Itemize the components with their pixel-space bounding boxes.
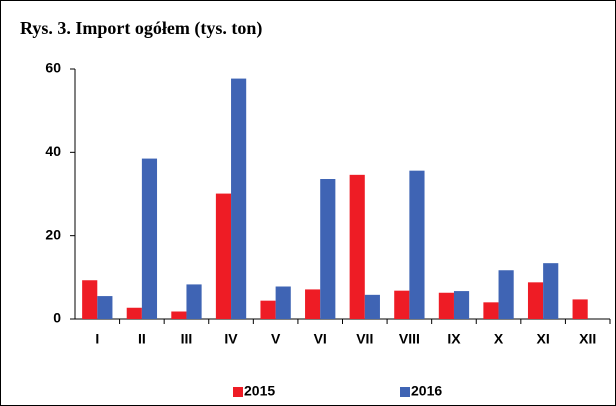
bar [171, 311, 187, 319]
x-tick-label: VII [356, 331, 373, 347]
bar [231, 78, 247, 319]
bar [186, 284, 202, 319]
bar [394, 290, 410, 319]
bar [349, 174, 365, 319]
bar [275, 286, 291, 319]
bar [97, 296, 113, 319]
chart-title: Rys. 3. Import ogółem (tys. ton) [20, 18, 262, 39]
bar [498, 270, 514, 319]
y-tick-label: 20 [45, 226, 61, 242]
bar [320, 179, 336, 319]
bar [364, 294, 380, 319]
bar [260, 300, 276, 319]
y-tick-label: 40 [45, 143, 61, 159]
x-tick-label: XII [579, 331, 596, 347]
legend-swatch [233, 387, 243, 397]
bar [215, 193, 232, 319]
x-tick-label: I [95, 331, 99, 347]
bar [572, 299, 588, 319]
x-tick-label: IV [224, 331, 238, 347]
legend-label: 2016 [411, 383, 442, 399]
bar [453, 291, 470, 319]
bar [409, 170, 425, 319]
x-tick-label: XI [537, 331, 550, 347]
bar [82, 280, 98, 319]
x-tick-label: VIII [399, 331, 420, 347]
x-tick-label: V [271, 331, 281, 347]
x-tick-label: IX [447, 331, 461, 347]
bar [438, 292, 454, 319]
legend-label: 2015 [244, 383, 275, 399]
y-tick-label: 0 [53, 310, 61, 326]
bar [483, 302, 499, 319]
bar [305, 289, 321, 319]
bar [543, 263, 559, 319]
bar [141, 158, 158, 319]
y-tick-label: 60 [45, 60, 61, 76]
legend-swatch [400, 387, 410, 397]
x-tick-label: VI [314, 331, 327, 347]
bar [126, 307, 142, 319]
x-tick-label: II [138, 331, 146, 347]
x-tick-label: III [181, 331, 193, 347]
bar [527, 282, 544, 319]
x-tick-label: X [494, 331, 504, 347]
